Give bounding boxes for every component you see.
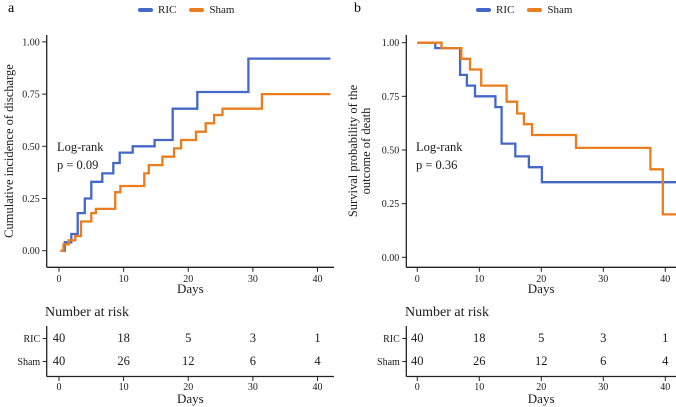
x-tick-label: 30	[598, 274, 608, 285]
y-axis-title: Cumulative incidence of discharge	[2, 64, 16, 238]
legend-b: RIC Sham	[476, 4, 572, 16]
risk-value: 6	[250, 354, 256, 368]
x-tick-label: 30	[248, 274, 258, 285]
x-tick-label: 20	[183, 274, 193, 285]
km-curve-sham	[60, 92, 331, 252]
x-tick-label: 20	[536, 274, 546, 285]
y-tick-label: 0.50	[22, 142, 40, 153]
risk-value: 1	[314, 331, 320, 345]
risk-x-tick-label: 10	[474, 382, 484, 393]
x-axis-title: Days	[177, 281, 204, 296]
logrank-annotation: p = 0.09	[57, 158, 98, 172]
risk-value: 40	[411, 354, 424, 368]
risk-value: 1	[662, 331, 668, 345]
legend-label-sham: Sham	[209, 4, 235, 16]
km-curve-ric	[417, 41, 676, 184]
logrank-annotation: Log-rank	[416, 140, 463, 154]
risk-table-title: Number at risk	[45, 305, 129, 320]
risk-value: 40	[53, 331, 66, 345]
ric-line-swatch	[476, 8, 491, 12]
risk-value: 3	[600, 331, 606, 345]
km-chart-b: 0.000.250.500.751.000 10 20 30 40DaysSurviva…	[346, 35, 676, 406]
ric-line-swatch	[138, 8, 153, 12]
logrank-annotation: p = 0.36	[416, 158, 457, 172]
risk-x-tick-label: 30	[248, 382, 258, 393]
legend-item-ric: RIC	[476, 4, 514, 16]
risk-x-tick-label: 0	[57, 382, 62, 393]
y-axis-title: outcome of death	[359, 107, 373, 195]
risk-table-title: Number at risk	[405, 305, 489, 320]
logrank-annotation: Log-rank	[57, 140, 104, 154]
risk-value: 26	[117, 354, 130, 368]
legend-label-sham: Sham	[547, 4, 573, 16]
x-tick-label: 40	[660, 274, 670, 285]
risk-x-tick-label: 20	[183, 382, 193, 393]
y-tick-label: 1.00	[382, 38, 400, 49]
legend-item-sham: Sham	[527, 4, 572, 16]
risk-row-label: Sham	[17, 357, 40, 368]
y-tick-label: 0.75	[22, 90, 40, 101]
y-tick-label: 0.75	[382, 92, 400, 103]
risk-row-label: Sham	[377, 357, 400, 368]
x-tick-label: 40	[313, 274, 323, 285]
x-tick-label: 0	[57, 274, 62, 285]
sham-line-swatch	[189, 8, 205, 12]
risk-x-axis-title: Days	[528, 391, 555, 406]
risk-row-label: RIC	[24, 334, 41, 345]
risk-value: 26	[473, 354, 486, 368]
km-chart-a: 0.000.250.500.751.000 10 20 30 40DaysCumulat…	[2, 35, 334, 406]
risk-row-label: RIC	[383, 334, 400, 345]
legend-label-ric: RIC	[158, 4, 177, 16]
risk-value: 6	[600, 354, 606, 368]
panel-a: a RIC Sham 0.00 0.25 0.50 0.75 1.00 0 10 20 30 40…	[2, 1, 334, 406]
x-tick-label: 0	[415, 274, 420, 285]
risk-x-tick-label: 40	[660, 382, 670, 393]
legend-a: RIC Sham	[138, 4, 234, 16]
legend-item-sham: Sham	[189, 4, 234, 16]
y-tick-label: 0.50	[382, 146, 400, 157]
y-tick-label: 0.00	[22, 246, 40, 257]
risk-value: 18	[473, 331, 486, 345]
risk-value: 4	[662, 354, 669, 368]
risk-x-tick-label: 0	[415, 382, 420, 393]
y-axis-title: Survival probability of the	[346, 84, 360, 217]
risk-value: 5	[185, 331, 191, 345]
risk-x-tick-label: 30	[598, 382, 608, 393]
risk-value: 40	[53, 354, 66, 368]
risk-x-tick-label: 40	[313, 382, 323, 393]
x-tick-label: 10	[119, 274, 129, 285]
risk-value: 40	[411, 331, 424, 345]
y-tick-label: 1.00	[22, 37, 40, 48]
risk-value: 18	[117, 331, 130, 345]
x-axis-title: Days	[528, 281, 555, 296]
x-tick-label: 10	[474, 274, 484, 285]
y-tick-label: 0.00	[382, 253, 400, 264]
risk-x-axis-title: Days	[177, 391, 204, 406]
risk-value: 4	[314, 354, 321, 368]
panel-b-letter: b	[354, 1, 361, 16]
risk-value: 3	[250, 331, 256, 345]
sham-line-swatch	[527, 8, 543, 12]
km-curve-sham	[417, 41, 676, 216]
panel-b: b RIC Sham 0.00 0.25 0.50 0.75 1.00 0 10 20 30 40…	[338, 0, 676, 407]
y-tick-label: 0.25	[382, 199, 400, 210]
y-tick-label: 0.25	[22, 194, 40, 205]
km-curve-ric	[60, 57, 331, 252]
risk-value: 5	[538, 331, 544, 345]
legend-item-ric: RIC	[138, 4, 176, 16]
risk-value: 12	[535, 354, 548, 368]
risk-x-tick-label: 10	[119, 382, 129, 393]
risk-value: 12	[182, 354, 195, 368]
panel-a-letter: a	[8, 1, 15, 16]
risk-x-tick-label: 20	[536, 382, 546, 393]
legend-label-ric: RIC	[496, 4, 515, 16]
